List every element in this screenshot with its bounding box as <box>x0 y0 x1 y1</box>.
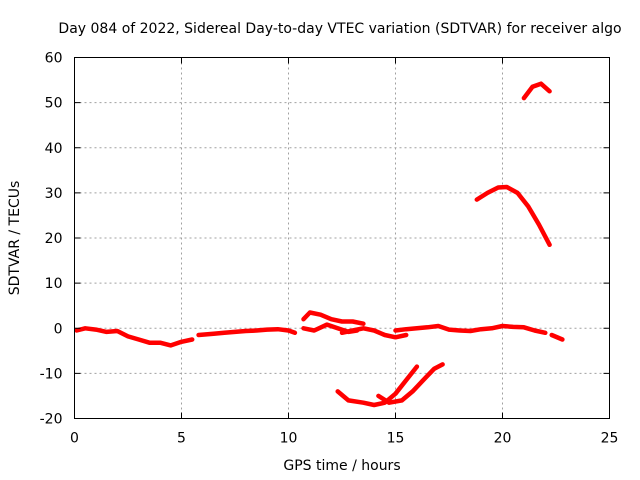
series-arc-5 <box>339 326 409 340</box>
series-arc-11 <box>521 81 552 101</box>
x-tick-label: 15 <box>387 431 405 447</box>
series-arc-8 <box>335 364 420 408</box>
x-tick-label: 0 <box>70 431 79 447</box>
series-arc-6 <box>393 323 548 336</box>
series-arc-1 <box>74 326 195 348</box>
series-arc-3 <box>301 310 366 326</box>
y-tick-label: 0 <box>54 321 63 337</box>
y-tick-label: 60 <box>45 51 63 67</box>
x-tick-label: 10 <box>280 431 298 447</box>
x-tick-label: 25 <box>601 431 619 447</box>
grid <box>74 57 610 419</box>
series-arc-7 <box>549 332 565 342</box>
series-arc-2 <box>196 326 298 338</box>
y-axis-label: SDTVAR / TECUs <box>7 181 23 296</box>
y-tick-label: 40 <box>45 141 63 157</box>
x-tick-label: 5 <box>177 431 186 447</box>
y-tick-label: 30 <box>45 186 63 202</box>
series-layer <box>74 81 565 408</box>
y-tick-label: -10 <box>40 366 63 382</box>
series-arc-9 <box>376 362 445 405</box>
y-tick-label: 50 <box>45 96 63 112</box>
ticks: 0 5 10 15 20 25 -20 -10 0 10 20 30 40 50 60 <box>40 51 619 447</box>
y-tick-label: 20 <box>45 231 63 247</box>
chart-title: Day 084 of 2022, Sidereal Day-to-day VTE… <box>58 21 621 37</box>
series-arc-10 <box>474 184 552 248</box>
x-axis-label: GPS time / hours <box>283 458 400 474</box>
x-tick-label: 20 <box>494 431 512 447</box>
y-tick-label: 10 <box>45 276 63 292</box>
y-tick-label: -20 <box>40 412 63 428</box>
